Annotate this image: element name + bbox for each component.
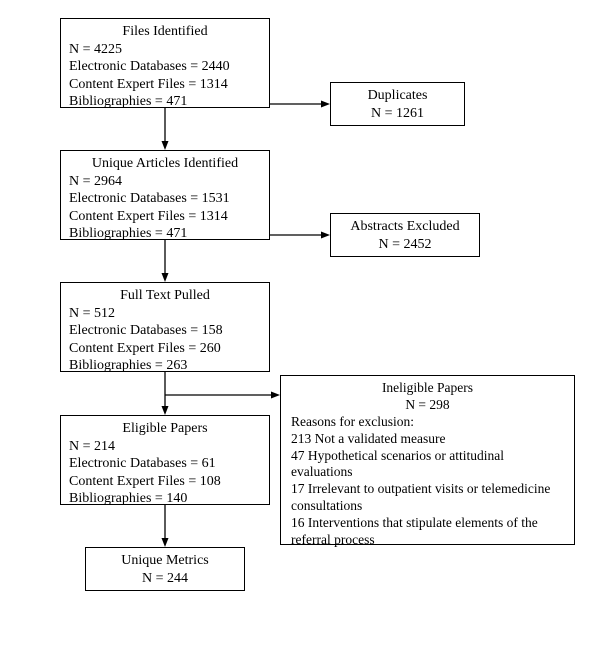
node-eligible-papers: Eligible Papers N = 214 Electronic Datab… — [60, 415, 270, 505]
node-title: Ineligible Papers — [291, 380, 564, 397]
node-line: Electronic Databases = 158 — [69, 322, 261, 340]
node-line: Content Expert Files = 1314 — [69, 208, 261, 226]
node-files-identified: Files Identified N = 4225 Electronic Dat… — [60, 18, 270, 108]
reason-line: 17 Irrelevant to outpatient visits or te… — [291, 481, 564, 515]
node-n: N = 1261 — [339, 105, 456, 123]
node-full-text: Full Text Pulled N = 512 Electronic Data… — [60, 282, 270, 372]
node-line: Bibliographies = 263 — [69, 357, 261, 375]
node-n: N = 512 — [69, 305, 261, 323]
node-line: Bibliographies = 471 — [69, 225, 261, 243]
node-line: Electronic Databases = 2440 — [69, 58, 261, 76]
node-n: N = 4225 — [69, 41, 261, 59]
node-title: Duplicates — [339, 87, 456, 105]
reasons-header: Reasons for exclusion: — [291, 414, 564, 431]
reason-line: 47 Hypothetical scenarios or attitudinal… — [291, 448, 564, 482]
node-duplicates: Duplicates N = 1261 — [330, 82, 465, 126]
node-line: Content Expert Files = 260 — [69, 340, 261, 358]
node-title: Abstracts Excluded — [339, 218, 471, 236]
node-n: N = 298 — [291, 397, 564, 414]
node-line: Electronic Databases = 61 — [69, 455, 261, 473]
node-n: N = 2964 — [69, 173, 261, 191]
flowchart-canvas: Files Identified N = 4225 Electronic Dat… — [0, 0, 600, 669]
node-line: Bibliographies = 471 — [69, 93, 261, 111]
node-n: N = 214 — [69, 438, 261, 456]
node-line: Content Expert Files = 108 — [69, 473, 261, 491]
node-n: N = 244 — [94, 570, 236, 588]
node-title: Unique Metrics — [94, 552, 236, 570]
reason-line: 16 Interventions that stipulate elements… — [291, 515, 564, 549]
node-n: N = 2452 — [339, 236, 471, 254]
node-line: Electronic Databases = 1531 — [69, 190, 261, 208]
node-title: Files Identified — [69, 23, 261, 41]
node-unique-metrics: Unique Metrics N = 244 — [85, 547, 245, 591]
node-abstracts-excluded: Abstracts Excluded N = 2452 — [330, 213, 480, 257]
node-ineligible-papers: Ineligible Papers N = 298 Reasons for ex… — [280, 375, 575, 545]
node-line: Content Expert Files = 1314 — [69, 76, 261, 94]
node-title: Unique Articles Identified — [69, 155, 261, 173]
node-title: Full Text Pulled — [69, 287, 261, 305]
reason-line: 213 Not a validated measure — [291, 431, 564, 448]
node-unique-articles: Unique Articles Identified N = 2964 Elec… — [60, 150, 270, 240]
node-line: Bibliographies = 140 — [69, 490, 261, 508]
node-title: Eligible Papers — [69, 420, 261, 438]
